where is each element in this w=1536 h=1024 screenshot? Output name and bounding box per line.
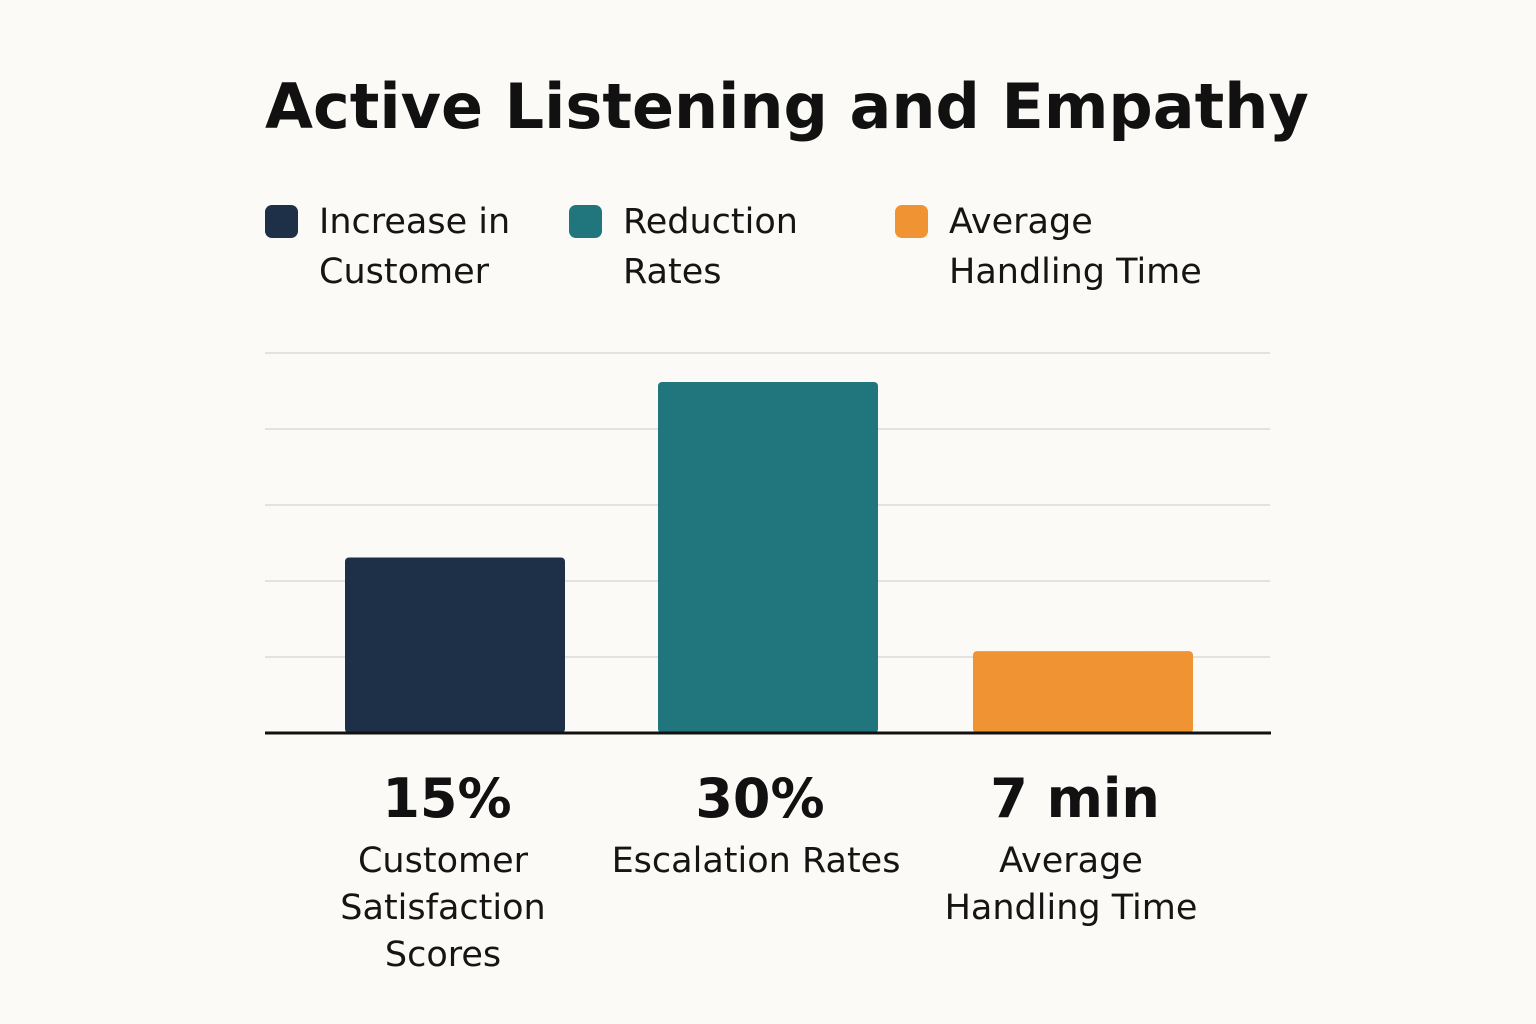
x-tick-label: Customer Satisfaction Scores (340, 841, 546, 975)
legend-swatch (569, 205, 602, 238)
legend-label: Reduction Rates (623, 202, 798, 292)
value-label: 30% (695, 767, 824, 830)
x-tick-label: Escalation Rates (611, 841, 901, 881)
bar (345, 557, 565, 733)
legend-label: Increase in Customer (319, 202, 511, 292)
bar (973, 651, 1193, 733)
legend-label: Average Handling Time (949, 202, 1202, 292)
x-tick-label: Average Handling Time (944, 841, 1198, 928)
value-label: 7 min (990, 767, 1160, 830)
bar (658, 382, 878, 733)
legend-swatch (895, 205, 928, 238)
chart-title: Active Listening and Empathy (265, 70, 1309, 143)
value-label: 15% (382, 767, 511, 830)
legend-swatch (265, 205, 298, 238)
